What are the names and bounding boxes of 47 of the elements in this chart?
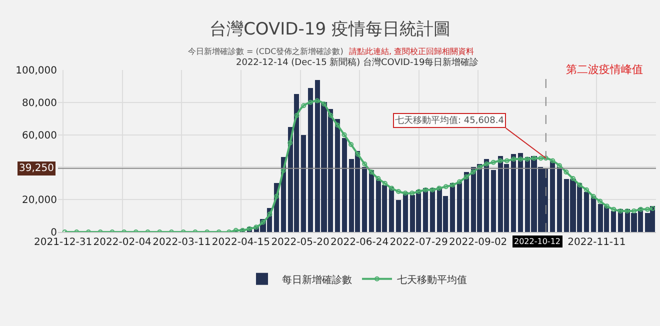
bar: [457, 182, 462, 232]
annotation: 七天移動平均值: 45,608.4: [395, 115, 504, 126]
x-tick-label: 2022-11-11: [568, 237, 626, 248]
text: 2022-12-14 (Dec-15 新聞稿) 台灣COVID-19每日新增確診: [236, 57, 479, 68]
bar: [591, 196, 596, 232]
bar: [423, 188, 428, 232]
y-tick-label: 80,000: [22, 98, 57, 109]
bar: [430, 188, 435, 232]
bar: [335, 119, 340, 232]
bar: [396, 200, 401, 232]
chart-title: 台灣COVID-19 疫情每日統計圖: [210, 20, 450, 40]
bar: [369, 170, 374, 232]
bar: [550, 161, 555, 232]
text: 請點此連結, 查閱校正回歸相關資料: [349, 47, 474, 56]
bar: [584, 192, 589, 232]
bar: [484, 159, 489, 232]
x-tick-label: 2022-05-20: [271, 237, 330, 248]
x-tick-label: 2022-02-04: [93, 237, 152, 248]
bar: [557, 167, 562, 232]
legend-label: 每日新增確診數: [282, 274, 352, 286]
x-tick-label: 2022-07-29: [390, 237, 448, 248]
x-tick-label: 2022-03-11: [152, 237, 211, 248]
bar: [389, 187, 394, 232]
bar: [511, 154, 516, 232]
x-tick-label: 2022-04-15: [212, 237, 270, 248]
bar: [308, 88, 313, 232]
bar: [491, 170, 496, 232]
y-tick-label: 20,000: [22, 195, 57, 206]
y-tick-label: 60,000: [22, 130, 57, 142]
bar: [342, 138, 347, 232]
x-tick-label: 2022-09-02: [449, 237, 508, 248]
bar: [301, 135, 306, 232]
x-tick-label: 2021-12-31: [34, 237, 92, 248]
annotation: 第二波疫情峰值: [566, 63, 643, 76]
bar: [464, 172, 469, 232]
bar: [362, 167, 367, 232]
ref-line-label: 2022-10-12: [514, 237, 560, 246]
y-tick-label: 0: [50, 228, 57, 238]
y-tick-label: 100,000: [16, 66, 57, 76]
bar: [403, 192, 408, 232]
chart-subtitle: 今日新增確診數 = (CDC發佈之新增確診數): [188, 47, 344, 56]
ref-line-label: 39,250: [19, 163, 54, 174]
x-tick-label: 2022-06-24: [330, 237, 389, 248]
bar: [611, 211, 616, 232]
legend-label: 七天移動平均值: [397, 274, 467, 286]
bar: [450, 183, 455, 232]
bar: [518, 153, 523, 232]
